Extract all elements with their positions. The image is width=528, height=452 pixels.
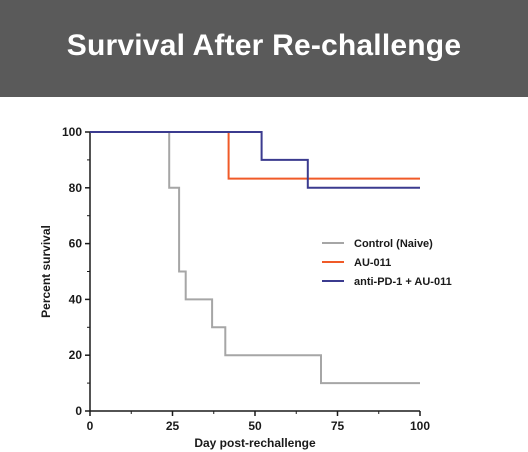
chart-axes: 0 20 40 60 80 100 0 25 50 75 100 [62,125,430,433]
y-axis-label: Percent survival [39,225,53,318]
series-line-1 [90,131,420,180]
x-tick-label: 50 [248,419,262,433]
series-line-0 [90,131,420,385]
page-title: Survival After Re-challenge [66,28,462,62]
x-tick-label: 75 [331,419,345,433]
legend-label: Control (Naive) [354,238,433,250]
chart-series [90,131,420,385]
x-axis-label: Day post-rechallenge [194,436,316,450]
title-banner: Survival After Re-challenge [0,0,528,97]
y-tick-label: 20 [69,348,83,362]
legend-label: AU-011 [354,257,391,269]
y-tick-label: 60 [69,237,83,251]
x-tick-label: 0 [87,419,94,433]
x-tick-label: 25 [166,419,180,433]
y-tick-label: 0 [75,404,82,418]
y-tick-label: 80 [69,181,83,195]
x-tick-label: 100 [410,419,430,433]
y-tick-label: 100 [62,125,82,139]
y-tick-label: 40 [69,292,83,306]
chart-legend: Control (Naive) AU-011 anti-PD-1 + AU-011 [322,238,452,288]
legend-label: anti-PD-1 + AU-011 [354,276,452,288]
series-line-2 [90,131,420,189]
